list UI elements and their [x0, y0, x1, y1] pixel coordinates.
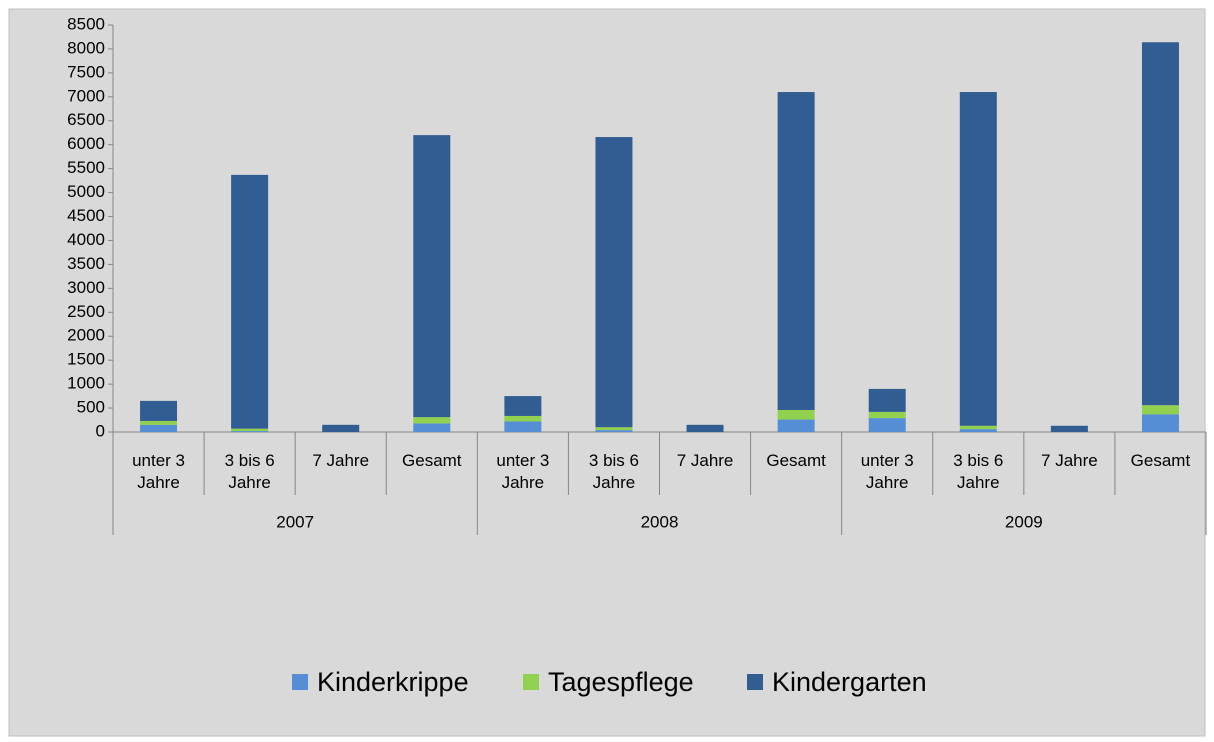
bar-segment [777, 409, 815, 420]
y-tick-label: 5000 [67, 182, 105, 201]
bar-segment [1050, 425, 1088, 432]
group-label: 2009 [1005, 512, 1043, 531]
bar-segment [140, 424, 178, 432]
bar-segment [868, 388, 906, 412]
legend-label: Kinderkrippe [317, 667, 469, 697]
bar-segment [140, 400, 178, 421]
x-tick-label: unter 3 Jahre [132, 451, 185, 492]
y-tick-label: 8000 [67, 38, 105, 57]
y-tick-label: 1000 [67, 374, 105, 393]
y-tick-label: 6500 [67, 110, 105, 129]
group-label: 2008 [641, 512, 679, 531]
group-label: 2007 [276, 512, 314, 531]
bar-segment [959, 92, 997, 426]
bar-segment [595, 427, 633, 431]
y-tick-label: 3500 [67, 254, 105, 273]
bar-segment [322, 424, 360, 432]
bar-segment [231, 174, 269, 429]
bar-segment [413, 423, 451, 432]
y-tick-label: 4500 [67, 206, 105, 225]
bar-segment [504, 421, 542, 432]
y-tick-label: 8500 [67, 14, 105, 33]
bar-segment [1141, 42, 1179, 406]
y-tick-label: 4000 [67, 230, 105, 249]
bar-segment [231, 428, 269, 432]
bar-segment [777, 92, 815, 410]
y-tick-label: 500 [77, 398, 105, 417]
bar-segment [868, 411, 906, 419]
bar-segment [140, 420, 178, 425]
bar-segment [1141, 414, 1179, 432]
bar-segment [777, 419, 815, 432]
bar-segment [959, 429, 997, 432]
x-tick-label: unter 3 Jahre [860, 451, 914, 492]
x-tick-label: Gesamt [766, 451, 826, 470]
y-tick-label: 2000 [67, 326, 105, 345]
y-tick-label: 3000 [67, 278, 105, 297]
bar-segment [504, 396, 542, 416]
x-tick-label: unter 3 Jahre [496, 451, 550, 492]
x-tick-label: 3 bis 6 Jahre [224, 451, 275, 492]
x-tick-label: Gesamt [1130, 451, 1191, 470]
bar-segment [595, 137, 633, 428]
x-tick-label: Gesamt [402, 451, 462, 470]
x-tick-label: 7 Jahre [1041, 451, 1098, 470]
bar-segment [1141, 405, 1179, 415]
y-tick-label: 2500 [67, 302, 105, 321]
bar-segment [231, 431, 269, 432]
legend-swatch [523, 674, 539, 690]
bar-segment [413, 135, 451, 418]
bar-segment [686, 424, 724, 432]
bar-segment [868, 418, 906, 432]
y-tick-label: 5500 [67, 158, 105, 177]
x-tick-label: 3 bis 6 Jahre [588, 451, 639, 492]
y-tick-label: 7500 [67, 62, 105, 81]
y-tick-label: 6000 [67, 134, 105, 153]
legend-label: Tagespflege [548, 667, 694, 697]
bar-segment [959, 425, 997, 430]
legend-swatch [292, 674, 308, 690]
x-tick-label: 7 Jahre [312, 451, 370, 470]
legend-label: Kindergarten [772, 667, 927, 697]
bar-segment [504, 415, 542, 422]
bar-segment [595, 430, 633, 432]
y-tick-label: 1500 [67, 350, 105, 369]
y-tick-label: 7000 [67, 86, 105, 105]
y-tick-label: 0 [96, 421, 105, 440]
x-tick-label: 3 bis 6 Jahre [953, 451, 1004, 492]
bar-segment [413, 417, 451, 424]
x-tick-label: 7 Jahre [676, 451, 734, 470]
legend-swatch [747, 674, 763, 690]
